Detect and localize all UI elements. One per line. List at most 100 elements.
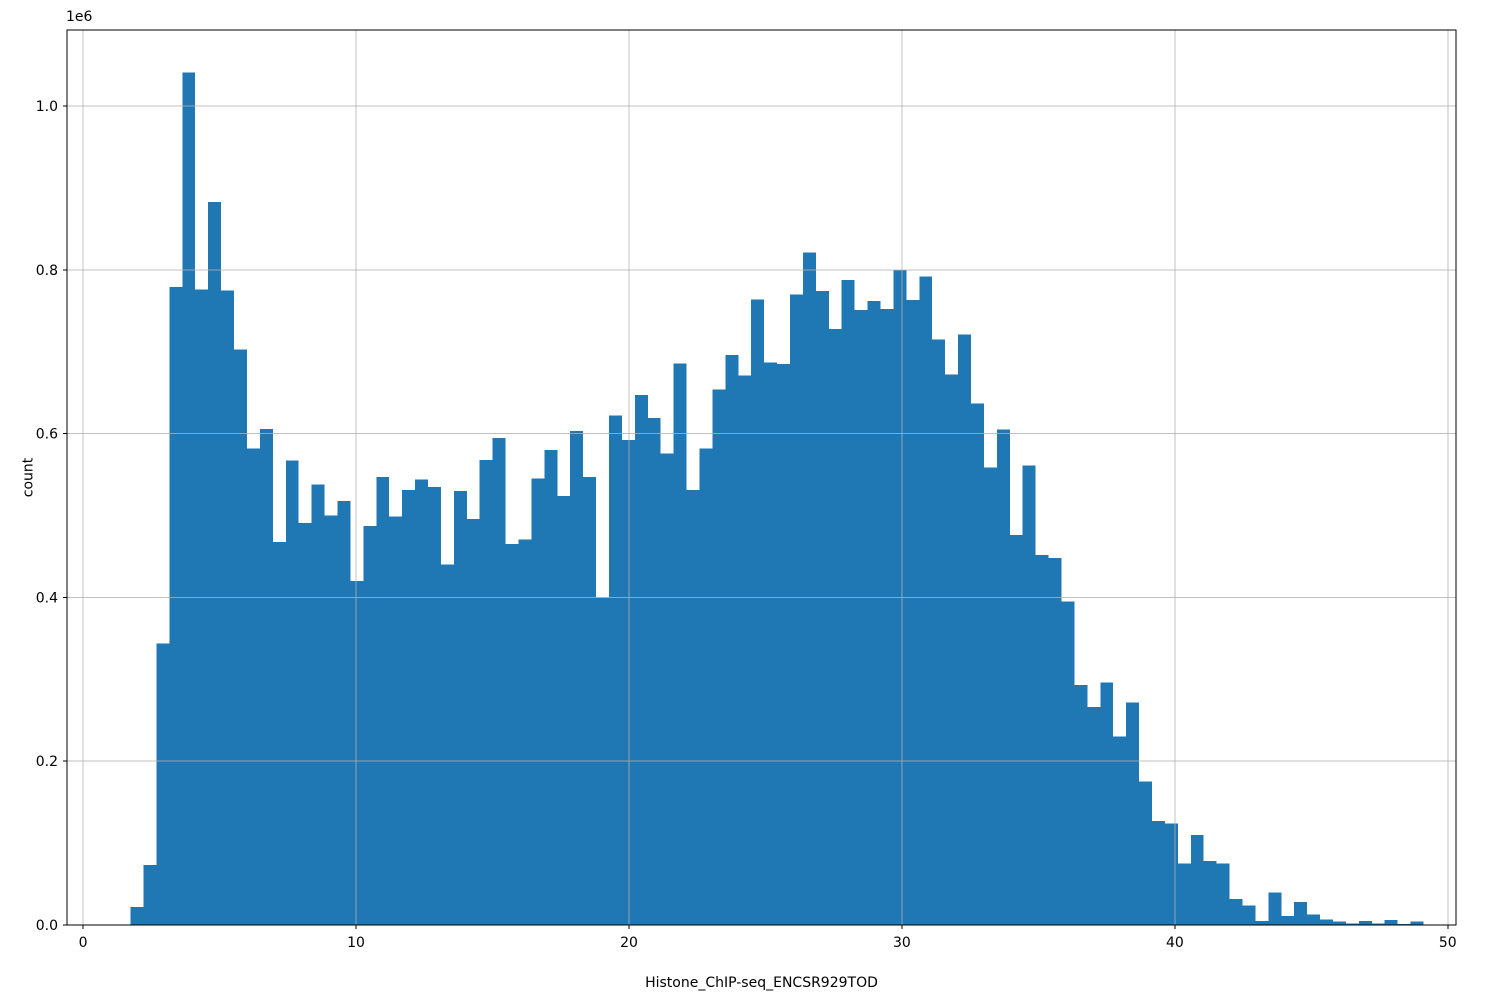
histogram-bar [983,467,997,925]
histogram-bar [854,310,868,925]
histogram-bar [531,478,545,925]
y-axis-offset-label: 1e6 [66,9,93,25]
histogram-bar [777,364,790,926]
histogram-bar [1229,898,1243,925]
histogram-bar [971,403,984,925]
histogram-bar [1190,834,1204,925]
histogram-bar [673,363,687,925]
histogram-bar [738,375,752,925]
y-axis-label: count [20,457,37,498]
histogram-bar [712,389,726,926]
histogram-bar [841,279,855,925]
histogram-bar [402,490,416,925]
histogram-bar [1268,892,1282,925]
histogram-bar [647,418,661,925]
histogram-bar [389,516,403,925]
histogram-bar [583,477,597,925]
histogram-bar [1345,923,1359,925]
x-tick-label: 20 [620,935,638,951]
histogram-bar [221,290,235,925]
histogram-bar [298,522,312,925]
histogram-bar [376,477,390,925]
histogram-bar [440,564,454,925]
histogram-bar [958,334,971,925]
x-tick-label: 0 [79,935,88,951]
histogram-bar [1294,902,1308,925]
histogram-bar [544,450,558,925]
histogram-bar [311,484,325,925]
y-tick-label: 0.4 [36,591,58,607]
histogram-bar [1100,682,1114,925]
histogram-bar [828,328,842,925]
histogram-bar [634,395,648,926]
histogram-bar [518,539,532,925]
histogram-bar [272,541,286,925]
histogram-bar [764,362,778,925]
histogram-bar [1216,863,1230,925]
histogram-bar [621,440,635,925]
histogram-bar [259,428,273,925]
histogram-bar [143,865,157,925]
histogram-bar [1048,558,1062,925]
histogram-bar [1164,823,1178,925]
histogram-bar [867,301,881,925]
x-tick-labels: 0 10 20 30 40 50 [79,935,1457,951]
y-tick-label: 1.0 [36,99,58,115]
histogram-bar [751,299,765,925]
histogram-bar [1255,920,1269,925]
histogram-bar [1074,685,1088,925]
histogram-bar [363,526,377,925]
histogram-bar [1022,465,1036,925]
x-tick-label: 50 [1439,935,1457,951]
histogram-bar [1126,702,1140,925]
histogram-bar [182,72,196,925]
histogram-bar [1371,923,1385,925]
histogram-bar [1281,915,1295,925]
histogram-bar [1333,921,1346,925]
y-tick-labels: 0.0 0.2 0.4 0.6 0.8 1.0 [36,99,58,934]
histogram-bar [208,201,222,925]
histogram-bar [1035,554,1049,925]
histogram-bar [996,429,1010,925]
histogram-bar [415,479,428,925]
histogram-bar [919,276,933,926]
histogram-bar [1061,601,1075,925]
plot-border [66,29,1457,926]
histogram-bar [1009,535,1023,925]
histogram-bar [570,431,584,925]
histogram-bar [285,460,299,925]
histogram-bar [906,300,920,926]
y-tick-label: 0.2 [36,754,58,770]
histogram-bar [1152,821,1165,925]
histogram-bar [815,291,829,926]
histogram-bar [427,486,441,925]
histogram-bar [246,448,260,925]
histogram-bar [1242,905,1256,925]
histogram-bar [608,415,622,925]
histogram-bar [686,490,700,925]
histogram-bar [1320,919,1334,925]
histogram-bar [880,309,894,926]
histogram-bar [1358,920,1372,925]
y-tick-label: 0.0 [36,918,58,934]
histogram-bar [945,374,959,926]
histogram-bar [324,515,338,925]
tick-marks [63,105,1449,929]
histogram-bar [156,643,170,925]
histogram-bar [1087,707,1101,925]
histogram-bar [557,495,571,925]
y-tick-label: 0.8 [36,263,58,279]
x-tick-label: 10 [347,935,365,951]
histogram-bar [479,459,493,925]
histogram-bar [505,544,519,925]
histogram-bar [453,491,467,925]
histogram-bar [337,500,351,925]
histogram-bar [660,453,674,925]
x-tick-label: 30 [893,935,911,951]
histogram-bar [932,339,946,925]
histogram-bar [350,581,364,925]
histogram-bar [1139,781,1153,925]
histogram-bar [1307,914,1321,925]
